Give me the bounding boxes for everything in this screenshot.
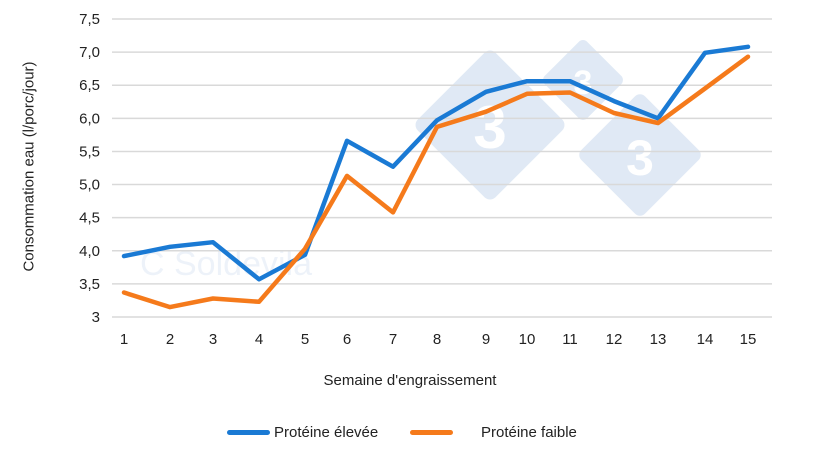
x-axis-title: Semaine d'engraissement xyxy=(323,372,497,389)
x-tick-label: 1 xyxy=(120,331,128,348)
svg-text:3: 3 xyxy=(574,64,593,102)
x-tick-label: 12 xyxy=(606,331,623,348)
x-tick-label: 2 xyxy=(166,331,174,348)
y-tick-label: 3 xyxy=(92,309,100,326)
y-tick-label: 6,0 xyxy=(79,110,100,127)
y-axis-ticks: 3 3,5 4,0 4,5 5,0 5,5 6,0 6,5 7,0 7,5 xyxy=(79,11,100,326)
legend: Protéine élevée Protéine faible xyxy=(0,424,820,444)
x-tick-label: 3 xyxy=(209,331,217,348)
y-tick-label: 4,5 xyxy=(79,210,100,227)
x-tick-label: 10 xyxy=(519,331,536,348)
legend-swatch-orange xyxy=(410,430,453,435)
x-tick-label: 5 xyxy=(301,331,309,348)
legend-label: Protéine faible xyxy=(481,424,577,441)
legend-item-high-protein[interactable]: Protéine élevée xyxy=(227,424,378,441)
gridlines xyxy=(112,18,772,318)
x-tick-label: 6 xyxy=(343,331,351,348)
x-tick-label: 7 xyxy=(389,331,397,348)
y-tick-label: 5,5 xyxy=(79,143,100,160)
y-tick-label: 4,0 xyxy=(79,243,100,260)
y-tick-label: 6,5 xyxy=(79,77,100,94)
series-lines xyxy=(121,44,751,310)
y-tick-label: 7,0 xyxy=(79,44,100,61)
x-tick-label: 14 xyxy=(697,331,714,348)
x-tick-label: 15 xyxy=(740,331,757,348)
svg-text:3: 3 xyxy=(626,130,654,186)
x-tick-label: 4 xyxy=(255,331,263,348)
x-tick-label: 13 xyxy=(650,331,667,348)
y-tick-label: 7,5 xyxy=(79,11,100,28)
x-tick-label: 11 xyxy=(562,331,578,348)
legend-item-low-protein[interactable]: Protéine faible xyxy=(410,424,577,441)
y-tick-label: 3,5 xyxy=(79,276,100,293)
y-tick-label: 5,0 xyxy=(79,177,100,194)
series-line-low-protein[interactable] xyxy=(121,54,751,310)
legend-swatch-blue xyxy=(227,430,270,435)
series-line-high-protein[interactable] xyxy=(121,44,751,282)
x-tick-label: 9 xyxy=(482,331,490,348)
y-axis-title: Consommation eau (l/porc/jour) xyxy=(20,61,38,272)
x-tick-label: 8 xyxy=(433,331,441,348)
legend-label: Protéine élevée xyxy=(274,424,379,441)
x-axis-ticks: 1 2 3 4 5 6 7 8 9 10 11 12 13 14 15 xyxy=(120,331,757,348)
